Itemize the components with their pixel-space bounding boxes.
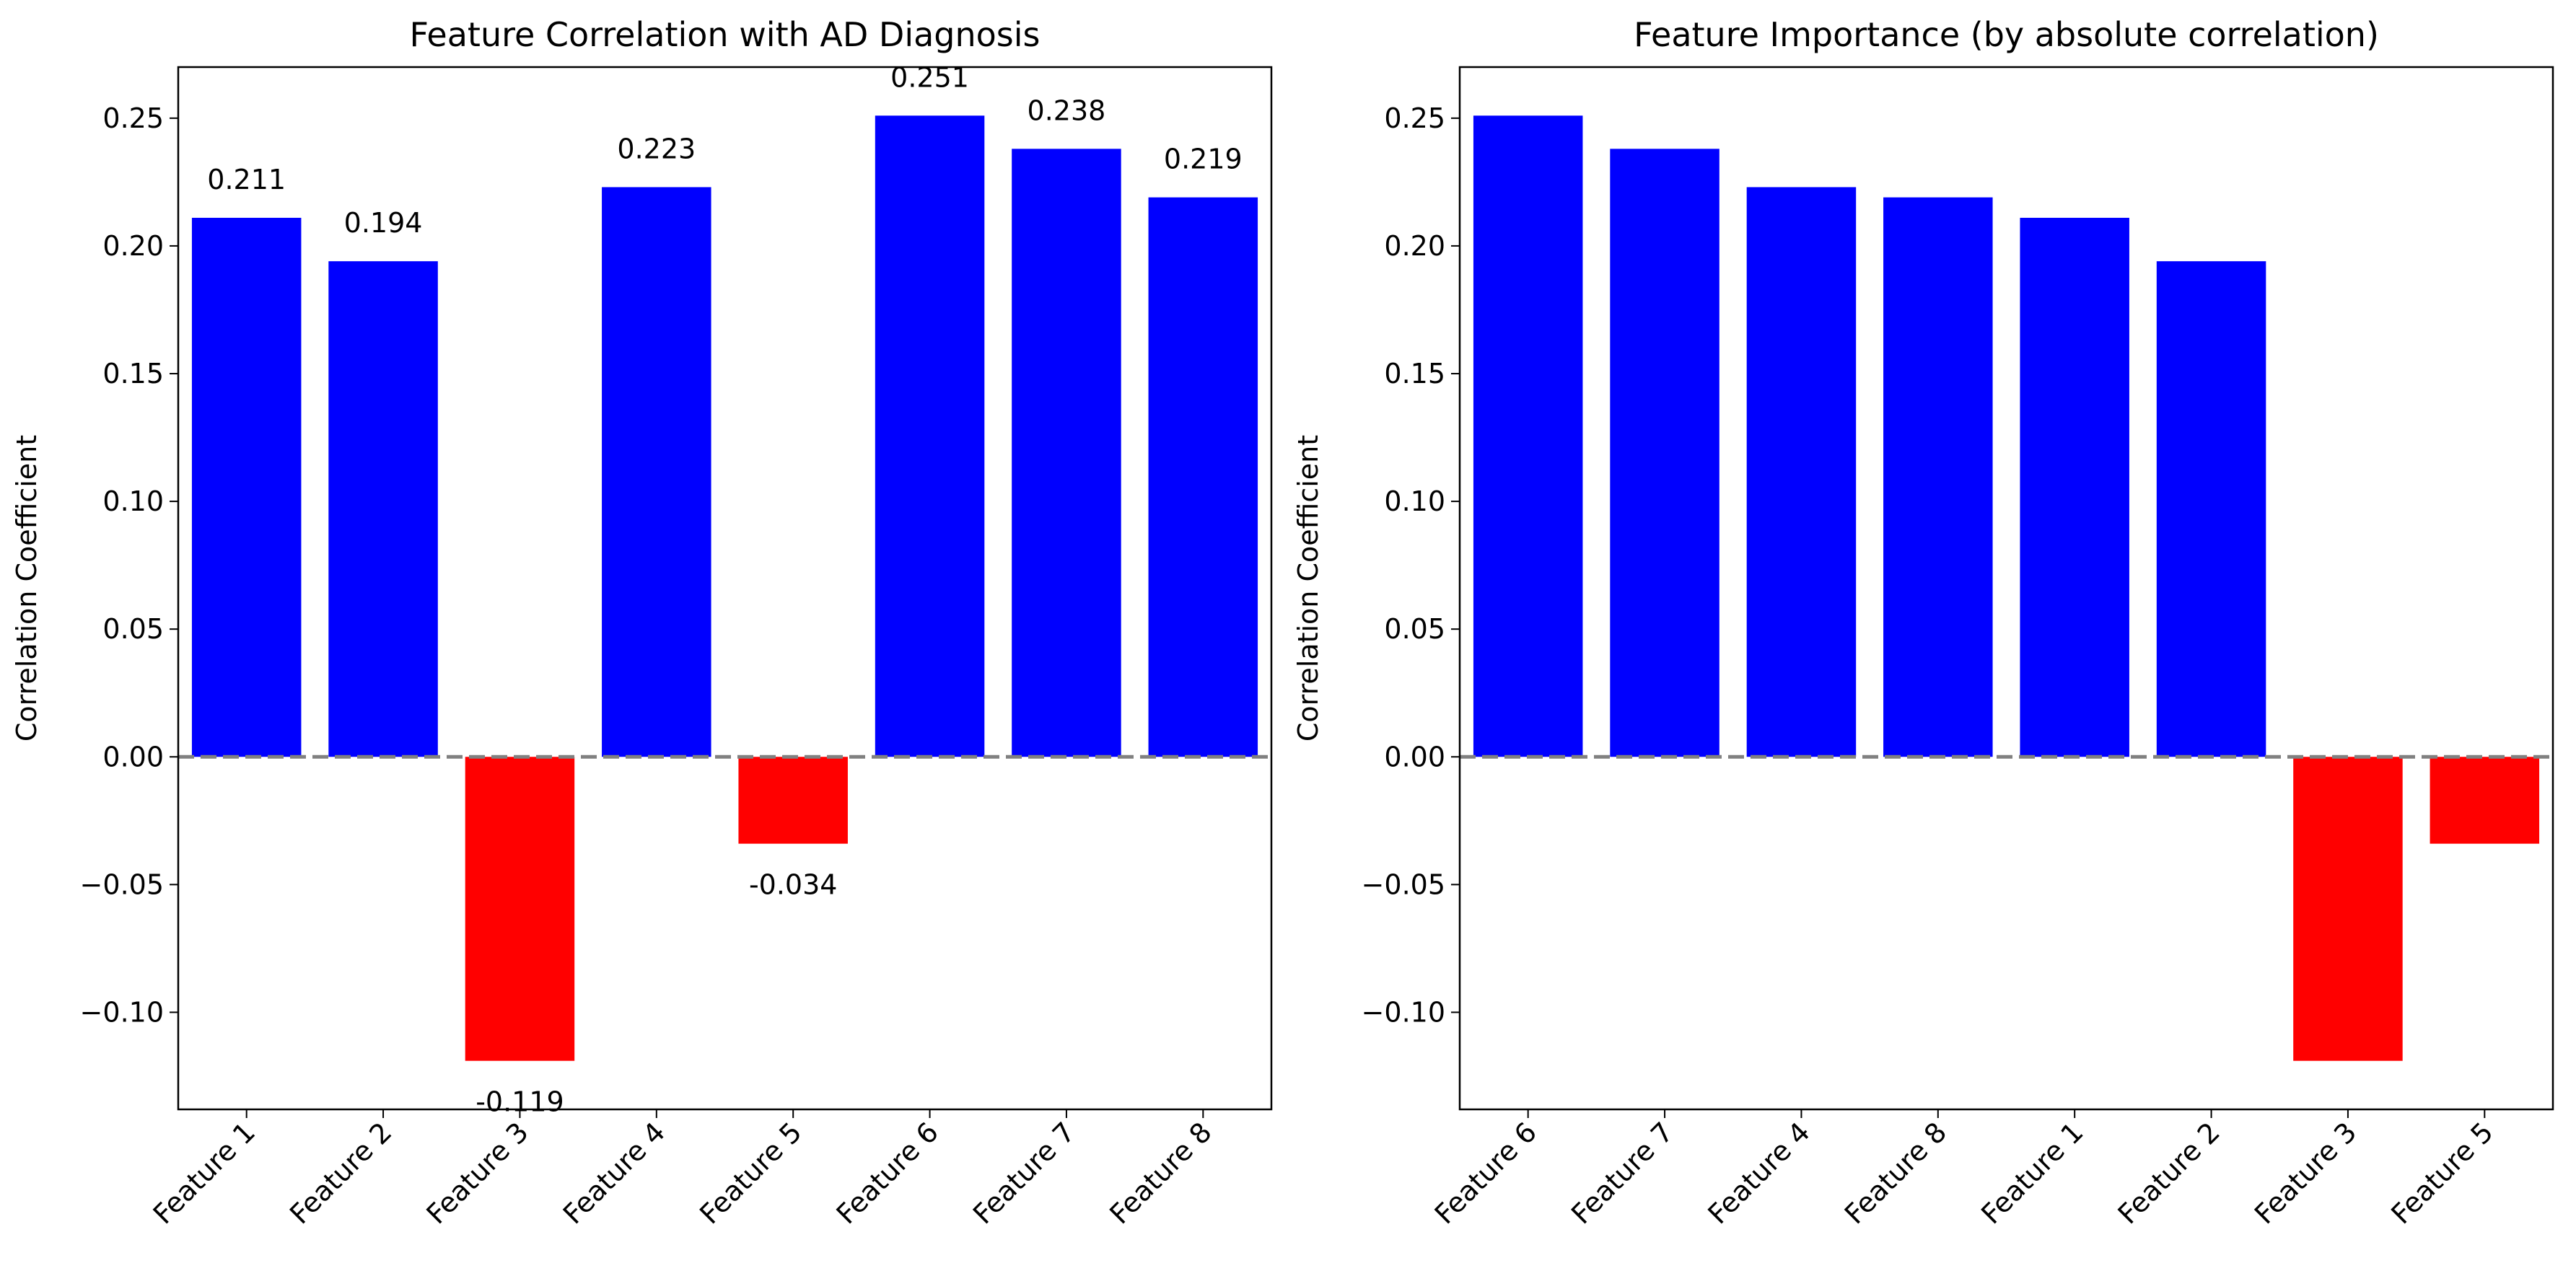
bar <box>1012 149 1121 757</box>
y-tick-label: −0.10 <box>1362 996 1445 1028</box>
x-tick-label: Feature 3 <box>421 1116 535 1230</box>
y-tick-label: 0.00 <box>102 741 164 773</box>
y-tick-label: −0.10 <box>80 996 164 1028</box>
bar <box>2156 261 2266 757</box>
chart-panel-importance: Feature Importance (by absolute correlat… <box>1292 15 2554 1231</box>
bar <box>1148 197 1258 757</box>
bar <box>1746 187 1857 757</box>
y-tick-label: 0.05 <box>102 613 164 645</box>
bar <box>738 757 848 844</box>
bar <box>875 115 985 757</box>
y-tick-label: −0.05 <box>80 868 164 900</box>
x-tick-label: Feature 6 <box>831 1116 945 1230</box>
y-tick-label: 0.15 <box>1384 358 1445 390</box>
y-tick-label: −0.05 <box>1362 868 1445 900</box>
y-axis-label: Correlation Coefficient <box>11 435 43 742</box>
x-tick-label: Feature 8 <box>1839 1116 1953 1230</box>
x-tick-label: Feature 4 <box>1702 1116 1816 1230</box>
x-tick-label: Feature 5 <box>2385 1116 2499 1230</box>
y-tick-label: 0.00 <box>1384 741 1445 773</box>
y-tick-label: 0.10 <box>102 485 164 517</box>
chart-title: Feature Correlation with AD Diagnosis <box>409 15 1040 54</box>
y-tick-label: 0.25 <box>1384 102 1445 134</box>
x-tick-label: Feature 2 <box>284 1116 398 1230</box>
bar <box>602 187 711 757</box>
x-tick-label: Feature 4 <box>557 1116 671 1230</box>
x-tick-label: Feature 2 <box>2112 1116 2226 1230</box>
x-tick-label: Feature 5 <box>693 1116 807 1230</box>
y-tick-label: 0.15 <box>102 358 164 390</box>
x-tick-label: Feature 7 <box>967 1116 1081 1230</box>
x-tick-label: Feature 1 <box>147 1116 261 1230</box>
chart-panel-correlation: Feature Correlation with AD Diagnosis Cor… <box>11 15 1273 1231</box>
x-tick-label: Feature 7 <box>1565 1116 1679 1230</box>
y-tick-label: 0.25 <box>102 102 164 134</box>
bar-data-label: 0.238 <box>1028 94 1106 126</box>
bar <box>2020 217 2129 757</box>
x-tick-label: Feature 1 <box>1975 1116 2089 1230</box>
plot-area-frame <box>1458 66 2554 1111</box>
y-tick-label: 0.20 <box>102 230 164 262</box>
bar <box>191 217 302 757</box>
x-tick-label: Feature 6 <box>1429 1116 1543 1230</box>
bar-data-label: 0.211 <box>207 164 286 195</box>
bar <box>465 757 575 1061</box>
bar <box>2430 757 2540 844</box>
bar <box>1883 197 1993 757</box>
bar <box>1473 115 1583 757</box>
y-tick-label: 0.10 <box>1384 485 1445 517</box>
y-axis-label: Correlation Coefficient <box>1292 435 1324 742</box>
bar <box>328 261 438 757</box>
bar-data-label: 0.223 <box>617 133 696 164</box>
chart-title: Feature Importance (by absolute correlat… <box>1634 15 2379 54</box>
bar <box>2293 757 2403 1061</box>
plot-area-frame <box>177 66 1273 1111</box>
bar-data-label: 0.219 <box>1164 144 1243 175</box>
bar-data-label: -0.034 <box>749 869 838 901</box>
y-tick-label: 0.20 <box>1384 230 1445 262</box>
x-tick-label: Feature 3 <box>2248 1116 2362 1230</box>
x-tick-label: Feature 8 <box>1103 1116 1217 1230</box>
bar <box>1610 149 1719 757</box>
y-tick-label: 0.05 <box>1384 613 1445 645</box>
bar-data-label: 0.194 <box>344 207 423 239</box>
